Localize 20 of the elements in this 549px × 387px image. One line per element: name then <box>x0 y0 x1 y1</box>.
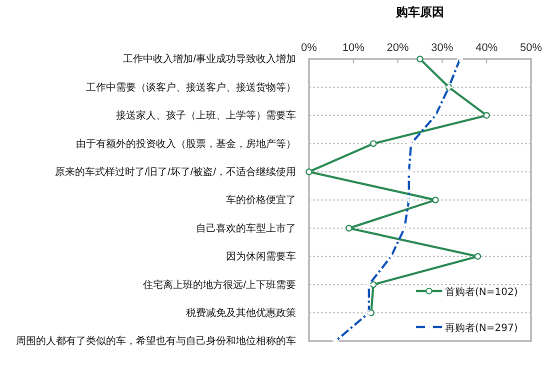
legend-label: 再购者(N=297) <box>445 322 518 334</box>
y-tick-label: 住宅离上班的地方很远/上下班需要 <box>143 278 296 291</box>
x-tick-label: 10% <box>342 42 365 54</box>
y-tick-label: 工作中需要（谈客户、接送客户、接送货物等） <box>86 81 296 94</box>
chart-title: 购车原因 <box>395 5 444 19</box>
x-tick-label: 40% <box>476 42 498 54</box>
y-tick-label: 周围的人都有了类似的车，希望也有与自己身份和地位相称的车 <box>16 335 296 348</box>
y-tick-label: 接送家人、孩子（上班、上学等）需要车 <box>116 110 296 122</box>
y-tick-label: 因为休闲需要车 <box>226 250 296 263</box>
y-tick-label: 税费减免及其他优惠政策 <box>186 307 296 319</box>
x-tick-label: 30% <box>431 42 454 54</box>
y-tick-label: 自己喜欢的车型上市了 <box>196 222 296 234</box>
x-tick-label: 50% <box>520 42 542 54</box>
x-tick-label: 0% <box>301 42 318 54</box>
y-tick-label: 由于有额外的投资收入（股票，基金，房地产等） <box>76 138 296 150</box>
y-tick-label: 车的价格便宜了 <box>226 194 296 206</box>
y-tick-label: 原来的车式样过时了/旧了/坏了/被盗/，不适合继续使用 <box>54 166 296 178</box>
x-tick-label: 20% <box>386 42 410 54</box>
legend-label: 首购者(N=102) <box>445 286 518 298</box>
y-tick-label: 工作中收入增加/事业成功导致收入增加 <box>123 53 296 66</box>
